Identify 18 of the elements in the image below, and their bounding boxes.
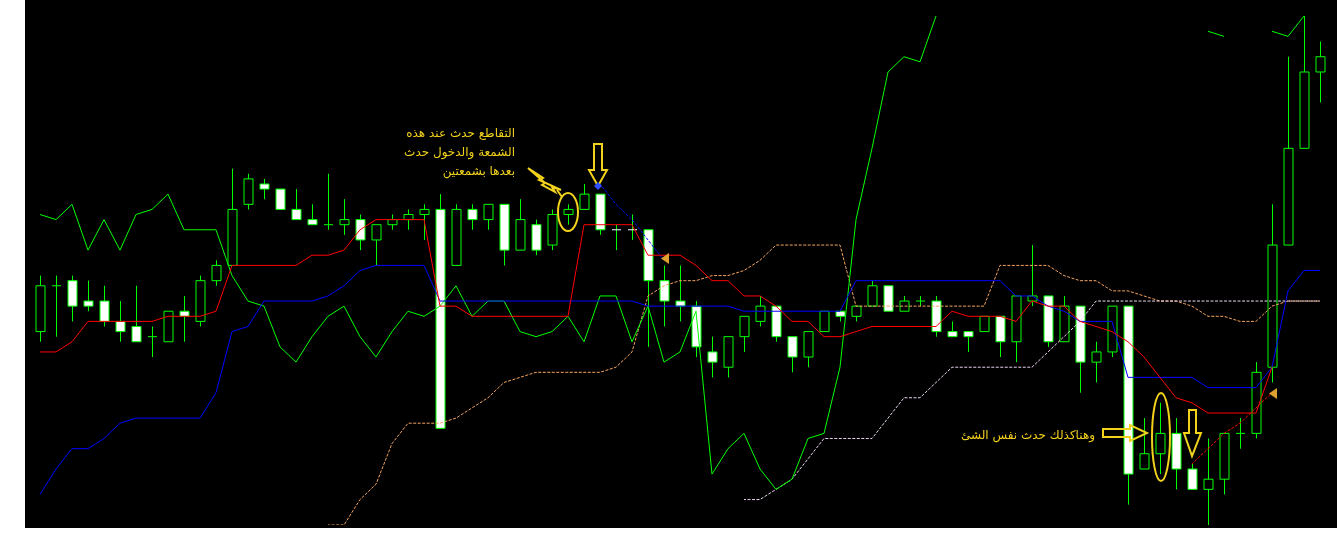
annotation: التقاطع حدث عند هذه الشمعة والدخول حدث بعدها بشمعتين — [403, 125, 515, 181]
candlestick — [339, 198, 350, 236]
candlestick — [1059, 295, 1070, 343]
candlestick — [451, 203, 462, 266]
candlestick — [419, 203, 430, 241]
candlestick — [1219, 432, 1230, 495]
candlestick — [147, 325, 158, 358]
candlestick — [51, 275, 62, 338]
candlestick — [1203, 437, 1214, 526]
candlestick — [1235, 417, 1246, 450]
candlestick — [1091, 341, 1102, 383]
candlestick — [1027, 244, 1038, 307]
annotation: وهناكذلك حدث نفس الشئ — [959, 427, 1095, 445]
candlestick — [1251, 361, 1262, 439]
candlestick — [723, 336, 734, 378]
candlestick — [611, 224, 622, 251]
candlestick — [323, 173, 334, 231]
candlestick — [563, 203, 574, 226]
